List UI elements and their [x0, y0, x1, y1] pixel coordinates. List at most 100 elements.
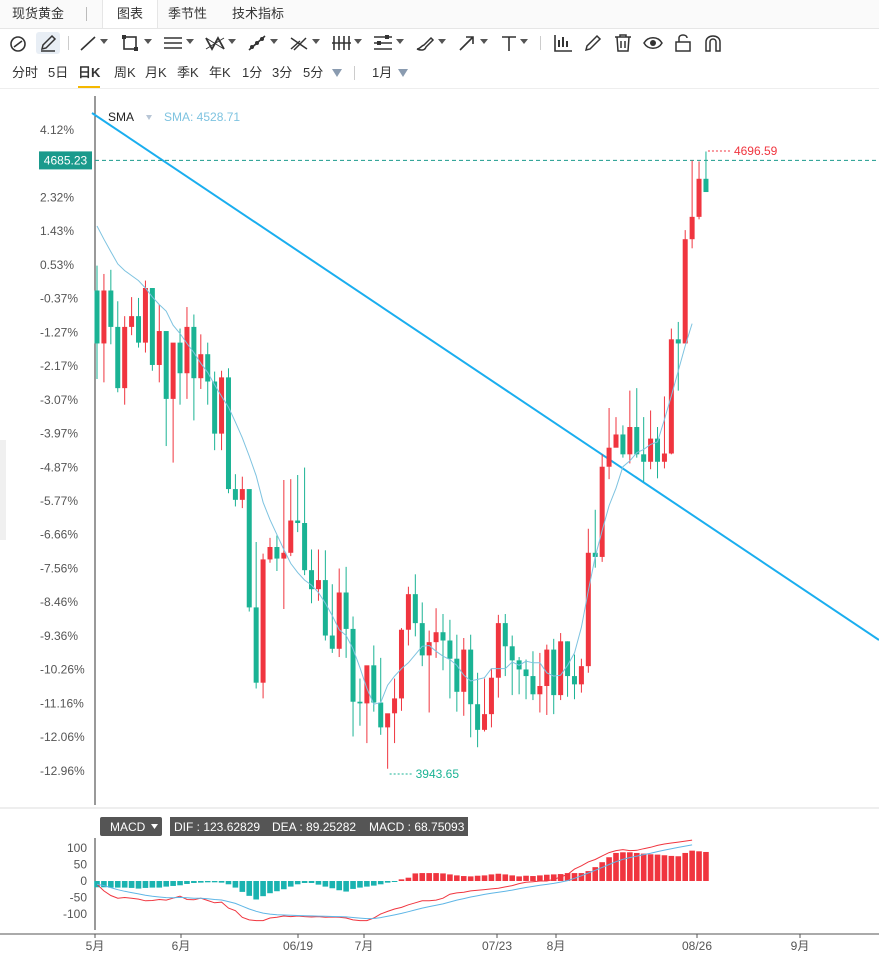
toolbar-separator: [540, 36, 541, 50]
macd-selector: [100, 817, 162, 836]
period-range-select[interactable]: 1月: [372, 65, 393, 80]
range-caret-icon[interactable]: [396, 39, 404, 44]
fib-caret-icon[interactable]: [312, 39, 320, 44]
line-icon[interactable]: [78, 32, 98, 54]
fib-icon[interactable]: [288, 32, 310, 54]
period-intraday[interactable]: 分时: [12, 65, 39, 80]
candle-body: [260, 559, 266, 683]
text-icon[interactable]: [498, 32, 520, 54]
candle-body: [149, 288, 155, 365]
candle-body: [129, 316, 135, 327]
macd-histogram-bar: [537, 875, 543, 881]
macd-histogram-bar: [599, 862, 605, 881]
period-weekly[interactable]: 周K: [114, 65, 136, 80]
macd-histogram-bar: [198, 881, 204, 883]
macd-histogram-bar: [419, 873, 426, 881]
line-caret-icon[interactable]: [100, 39, 108, 44]
lock-icon[interactable]: [672, 32, 694, 54]
measure-caret-icon[interactable]: [270, 39, 278, 44]
period-daily[interactable]: 日K: [78, 60, 101, 88]
period-5day[interactable]: 5日: [48, 65, 69, 80]
x-tick-label: 08/26: [682, 939, 712, 953]
period-monthly[interactable]: 月K: [145, 65, 167, 80]
macd-histogram-bar: [578, 873, 585, 881]
macd-histogram-bar: [592, 867, 599, 881]
candle-body: [115, 326, 121, 389]
candle-body: [565, 641, 571, 677]
candle-body: [585, 552, 591, 667]
macd-histogram-bar: [606, 857, 612, 881]
period-yearly[interactable]: 年K: [209, 65, 231, 80]
macd-histogram-bar: [627, 852, 633, 881]
eye-icon[interactable]: [642, 32, 664, 54]
macd-histogram-bar: [287, 881, 294, 887]
current-price-badge: [39, 151, 92, 170]
period-3min[interactable]: 3分: [272, 65, 293, 80]
candle-body: [302, 523, 308, 571]
channel-caret-icon[interactable]: [186, 39, 194, 44]
macd-histogram-bar: [121, 881, 128, 888]
candle-body: [288, 520, 294, 553]
x-tick-label: 8月: [547, 939, 566, 953]
candle-body: [322, 580, 328, 636]
macd-histogram-bar: [239, 881, 246, 892]
bars-caret-icon[interactable]: [354, 39, 362, 44]
candle-body: [274, 546, 280, 559]
rect-caret-icon[interactable]: [144, 39, 152, 44]
macd-histogram-bar: [246, 881, 253, 896]
macd-histogram-bar: [225, 881, 232, 885]
candle-body: [551, 649, 557, 696]
candle-body: [219, 377, 225, 434]
macd-y-tick: 50: [74, 858, 88, 872]
pattern-caret-icon[interactable]: [228, 39, 236, 44]
arrow-caret-icon[interactable]: [480, 39, 488, 44]
candle-body: [94, 290, 100, 344]
tab-chart[interactable]: 图表: [102, 0, 158, 28]
candle-body: [530, 676, 536, 695]
period-quarterly[interactable]: 季K: [177, 65, 199, 80]
pencil-icon[interactable]: [582, 32, 604, 54]
tab-technical-indicators[interactable]: 技术指标: [232, 6, 285, 21]
side-panel-handle[interactable]: [0, 440, 6, 540]
candle-body: [488, 677, 494, 715]
macd-histogram-bar: [308, 881, 315, 883]
rect-icon[interactable]: [120, 32, 140, 54]
text-caret-icon[interactable]: [520, 39, 528, 44]
indicator-icon[interactable]: [552, 32, 574, 54]
macd-y-tick: -50: [70, 891, 88, 905]
pattern-icon[interactable]: [204, 32, 226, 54]
candle-body: [343, 592, 349, 629]
candle-body: [156, 331, 162, 365]
candle-body: [357, 701, 363, 704]
channel-icon[interactable]: [162, 32, 184, 54]
macd-histogram-bar: [398, 879, 405, 881]
arrow-icon[interactable]: [456, 32, 478, 54]
candle-body: [198, 354, 204, 379]
macd-histogram-bar: [530, 876, 536, 881]
candle-body: [398, 629, 404, 699]
candle-body: [641, 454, 647, 462]
macd-histogram-bar: [350, 881, 356, 889]
macd-histogram-bar: [668, 855, 675, 881]
bars-icon[interactable]: [330, 32, 352, 54]
brush-caret-icon[interactable]: [438, 39, 446, 44]
trash-icon[interactable]: [612, 32, 634, 54]
candle-body: [613, 434, 619, 448]
macd-histogram-bar: [377, 881, 384, 885]
tab-seasonality[interactable]: 季节性: [168, 6, 208, 21]
period-1min[interactable]: 1分: [242, 65, 263, 80]
ruler-icon[interactable]: [8, 32, 28, 54]
period-5min[interactable]: 5分: [303, 65, 324, 80]
draw-icon[interactable]: [36, 32, 60, 54]
brush-icon[interactable]: [414, 32, 436, 54]
range-icon[interactable]: [372, 32, 394, 54]
macd-histogram-bar: [696, 851, 702, 881]
range-caret-icon[interactable]: [398, 69, 408, 77]
period-caret-icon[interactable]: [332, 69, 342, 77]
candle-body: [627, 427, 633, 455]
candle-body: [558, 641, 564, 696]
macd-histogram-bar: [315, 881, 322, 885]
measure-icon[interactable]: [246, 32, 268, 54]
magnet-icon[interactable]: [702, 32, 724, 54]
macd-dea-readout: DEA : 89.25282: [272, 820, 356, 834]
